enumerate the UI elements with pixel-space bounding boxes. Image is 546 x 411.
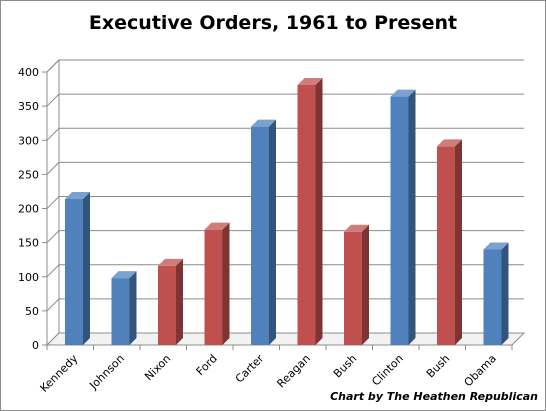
y-tick-label: 350 [18, 100, 39, 113]
bar-front [437, 146, 455, 345]
y-tick-label: 0 [32, 339, 39, 352]
gridline-side [46, 230, 60, 243]
bar-side [362, 224, 369, 345]
bar-top [390, 89, 416, 97]
bar-front [297, 84, 316, 345]
bar-front [111, 278, 130, 345]
bar-side [176, 258, 183, 345]
bar-front [390, 96, 409, 345]
bar-front [344, 231, 362, 345]
bar-side [408, 89, 416, 345]
bar-top [297, 77, 323, 85]
bar-front [251, 126, 269, 345]
gridline-side [46, 127, 60, 141]
bar-side [83, 191, 90, 345]
chart-title: Executive Orders, 1961 to Present [88, 12, 458, 34]
x-tick-label: Carter [233, 352, 267, 386]
x-tick-label: Bush [331, 352, 359, 380]
x-tick-label: Clinton [369, 352, 406, 389]
gridline-side [46, 264, 60, 278]
bar-top [158, 258, 183, 266]
bar-front [65, 198, 83, 345]
y-tick-label: 100 [18, 271, 39, 284]
gridline-side [46, 298, 60, 312]
x-tick-label: Ford [194, 352, 220, 378]
bar-front [483, 249, 502, 345]
x-tick-label: Bush [424, 352, 452, 380]
bar-side [129, 271, 137, 345]
y-tick-label: 200 [18, 203, 39, 216]
bar-side [269, 119, 276, 345]
y-tick-label: 150 [18, 237, 39, 250]
y-tick-label: 400 [18, 66, 39, 79]
x-tick-label: Obama [462, 352, 499, 389]
bar-side [501, 242, 509, 345]
bar-top [344, 224, 369, 232]
y-tick-label: 300 [18, 134, 39, 147]
gridline-side [46, 162, 60, 175]
bar-top [204, 222, 230, 230]
bar-top [65, 191, 90, 199]
x-tick-label: Johnson [86, 352, 127, 393]
gridline-side [46, 196, 60, 209]
bar-top [251, 119, 276, 127]
bar-side [222, 222, 230, 345]
x-tick-label: Reagan [274, 352, 312, 390]
chart-credit: Chart by The Heathen Republican [330, 390, 538, 403]
gridline-side [46, 59, 60, 73]
bar-side [315, 77, 323, 345]
y-tick-label: 250 [18, 168, 39, 181]
bar-top [111, 271, 137, 279]
gridline-side [46, 93, 60, 107]
bar-top [437, 139, 462, 147]
x-tick-label: Nixon [142, 352, 173, 383]
x-tick-label: Kennedy [37, 352, 80, 395]
bar-front [158, 265, 176, 345]
bar-front [204, 229, 223, 345]
y-tick-label: 50 [25, 305, 39, 318]
bar-top [483, 242, 509, 250]
bar-side [455, 139, 462, 345]
